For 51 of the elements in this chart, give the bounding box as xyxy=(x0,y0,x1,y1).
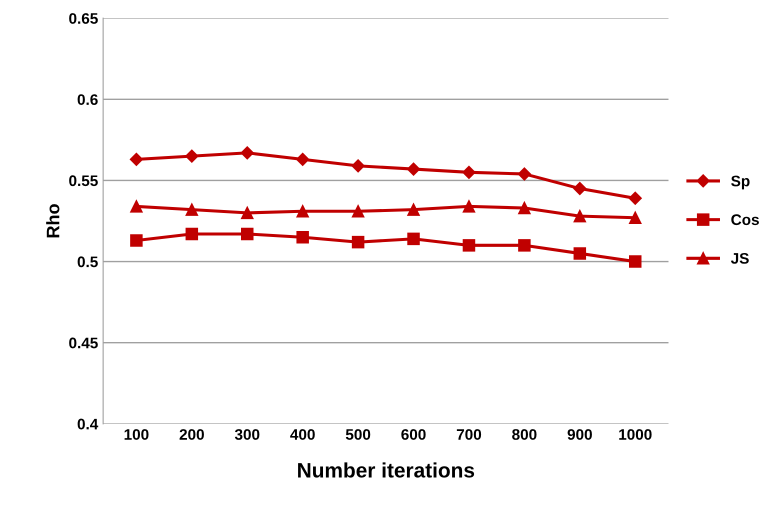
point xyxy=(296,152,310,166)
point xyxy=(462,166,476,179)
point xyxy=(352,205,364,218)
point xyxy=(241,206,254,220)
y-tick-label: 0.55 xyxy=(69,175,98,186)
point xyxy=(628,212,642,224)
x-tick-label: 700 xyxy=(456,429,482,440)
legend-label: Cos xyxy=(731,214,759,226)
x-tick-label: 100 xyxy=(124,429,149,440)
legend-label: Sp xyxy=(731,176,750,190)
x-tick-label: 400 xyxy=(290,429,315,440)
point xyxy=(241,228,254,240)
y-axis-title: Rho xyxy=(46,204,60,238)
legend-label: JS xyxy=(730,252,749,264)
point xyxy=(130,152,143,166)
y-tick-label: 0.45 xyxy=(69,338,98,348)
point xyxy=(352,236,364,248)
y-tick-label: 0.65 xyxy=(69,13,98,24)
point xyxy=(462,239,476,252)
x-tick-label: 500 xyxy=(346,429,370,440)
point xyxy=(296,230,309,244)
point xyxy=(240,146,254,160)
point xyxy=(296,205,309,218)
point xyxy=(574,210,586,222)
x-tick-label: 200 xyxy=(180,429,204,440)
point xyxy=(352,159,365,172)
point xyxy=(407,203,420,216)
point xyxy=(406,162,420,176)
x-tick-label: 800 xyxy=(512,429,537,440)
x-axis-title: Number iterations xyxy=(298,462,474,478)
point xyxy=(574,247,586,260)
x-tick-label: 900 xyxy=(568,429,592,440)
point xyxy=(518,202,531,214)
point xyxy=(628,192,642,205)
point xyxy=(628,255,642,268)
y-tick-label: 0.6 xyxy=(78,94,98,106)
point xyxy=(518,167,531,181)
point xyxy=(130,234,143,247)
point xyxy=(462,200,476,213)
y-tick-label: 0.5 xyxy=(78,256,98,268)
x-tick-label: 300 xyxy=(234,429,260,440)
x-tick-label: 1000 xyxy=(619,429,652,440)
point xyxy=(130,200,143,213)
x-tick-label: 600 xyxy=(401,429,426,440)
point xyxy=(573,182,586,196)
point xyxy=(186,228,198,240)
y-tick-label: 0.4 xyxy=(78,418,98,430)
point xyxy=(185,150,198,163)
point xyxy=(518,239,531,252)
point xyxy=(186,203,198,216)
point xyxy=(407,232,420,246)
